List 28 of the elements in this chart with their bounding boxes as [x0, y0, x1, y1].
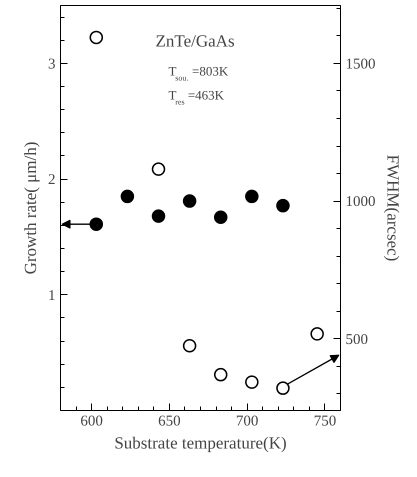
point [214, 368, 228, 382]
y-tick-label: 3 [48, 56, 56, 72]
y-tick-label: 2 [48, 172, 56, 188]
point [276, 198, 290, 212]
point [182, 339, 196, 352]
y2-tick-label: 500 [346, 332, 368, 348]
point [152, 162, 166, 176]
x-tick-label: 600 [80, 414, 103, 430]
y-tick-label: 1 [48, 288, 56, 304]
point [245, 190, 259, 204]
point [120, 190, 134, 204]
x-tick-label: 750 [314, 414, 336, 430]
y2-tick-label: 1000 [346, 194, 376, 210]
point [214, 210, 228, 224]
annotation: ZnTe/GaAs [156, 32, 235, 50]
point [152, 209, 166, 223]
x-tick-label: 650 [158, 414, 181, 430]
point [245, 375, 259, 389]
y2-tick-label: 1500 [346, 56, 376, 72]
point [90, 30, 104, 44]
point [276, 381, 290, 395]
point [90, 217, 104, 231]
x-axis-title: Substrate temperature(K) [114, 434, 287, 452]
x-tick-label: 700 [236, 414, 258, 430]
y2-axis-title: FWHM(arcsec) [384, 154, 402, 262]
point [310, 327, 324, 341]
point [182, 194, 196, 208]
y-axis-title: Growth rate( μm/h) [21, 142, 40, 274]
